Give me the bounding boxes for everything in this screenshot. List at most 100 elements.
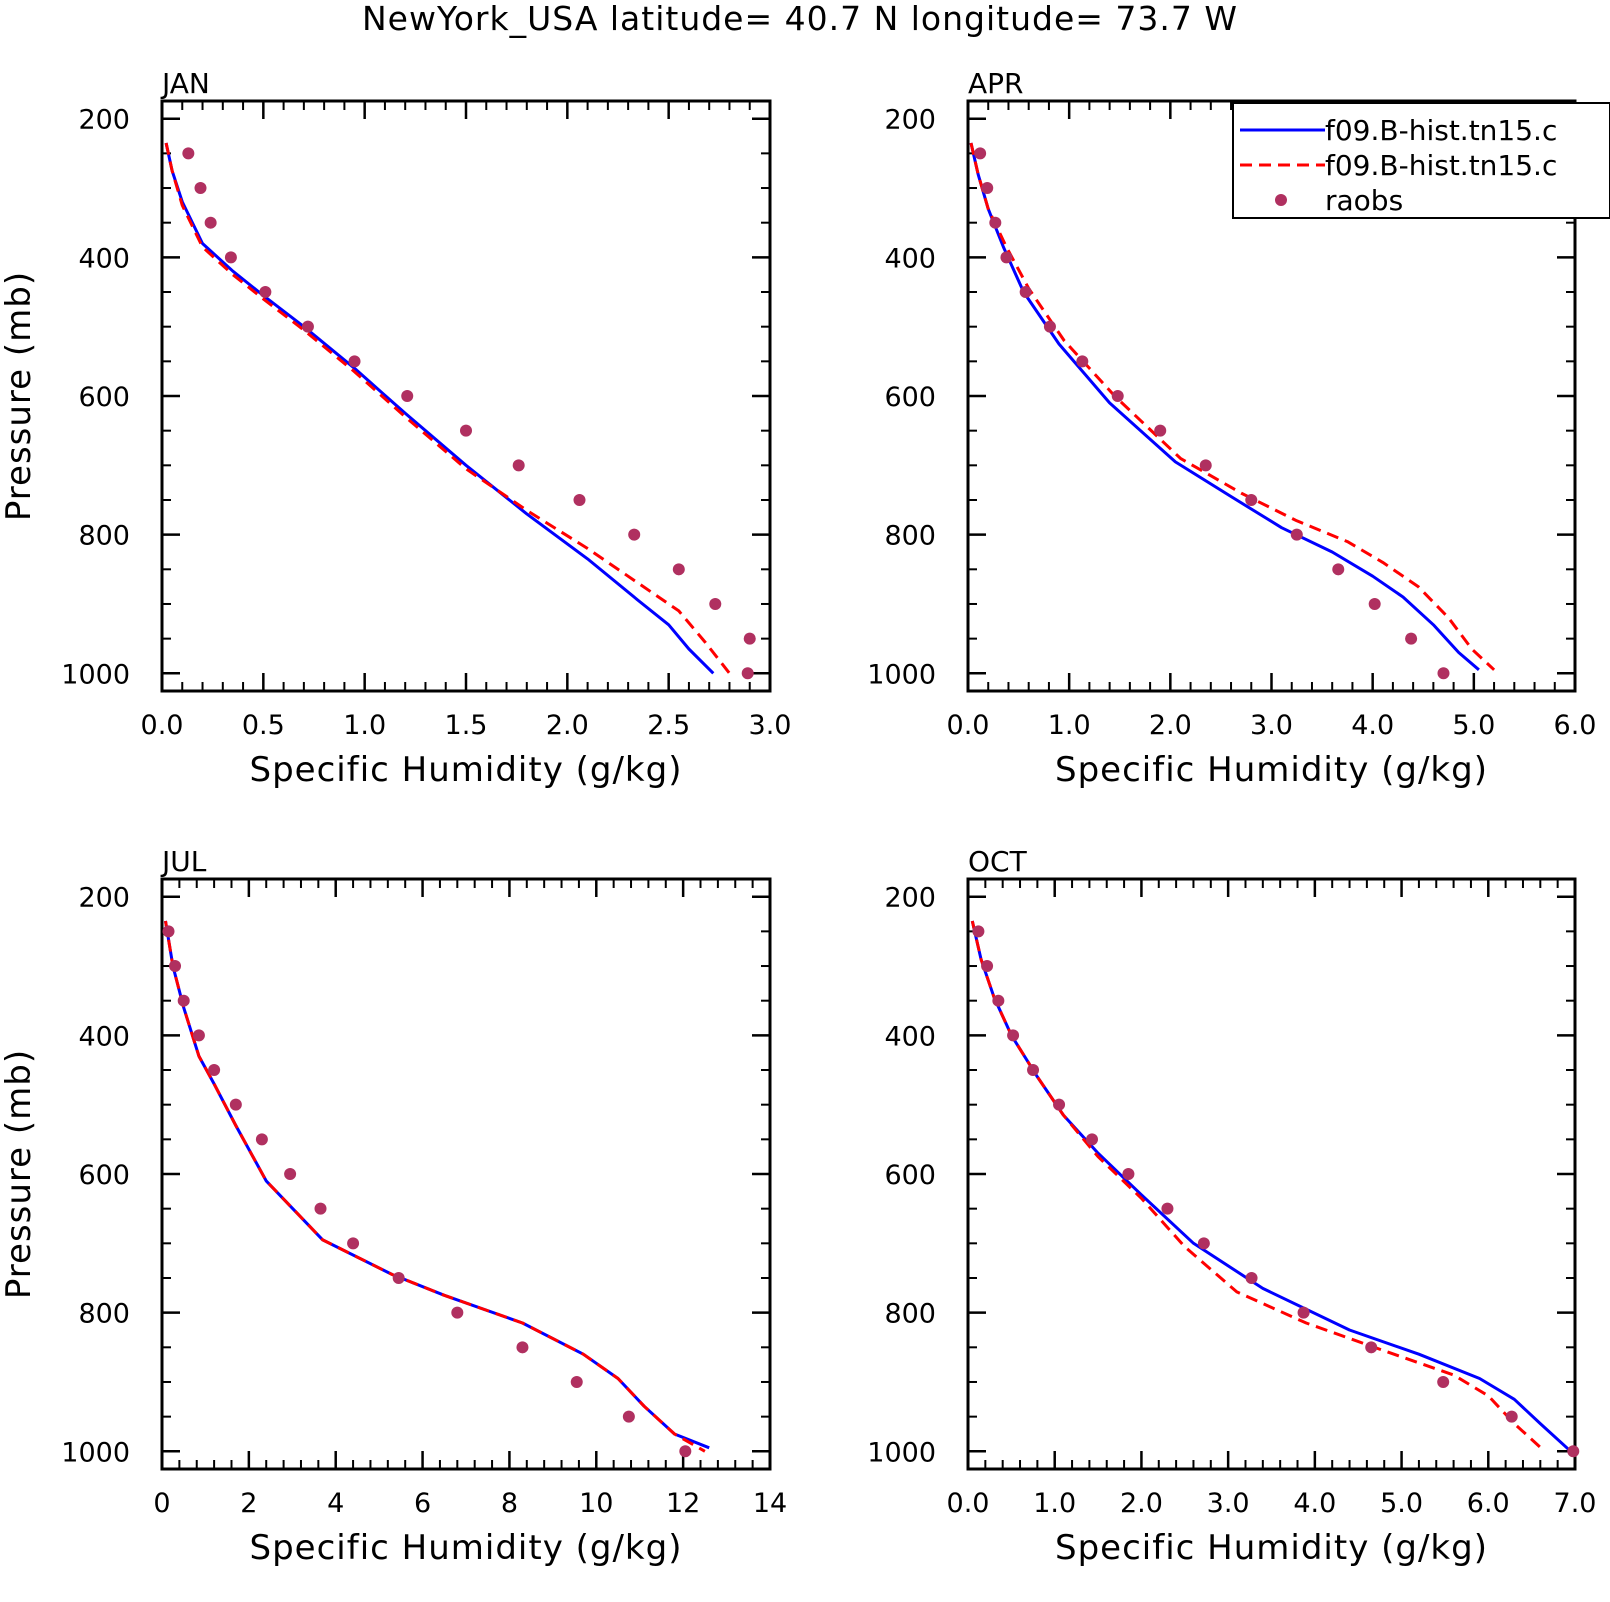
series-line-dashed xyxy=(969,142,1496,671)
panel-jul: JUL 0 2 4 6 8 10 12 14 200 400 600 800 1000 Specific H… xyxy=(0,845,787,1568)
raobs-point xyxy=(301,320,314,333)
raobs-point xyxy=(259,286,272,299)
raobs-point xyxy=(255,1133,268,1146)
raobs-point xyxy=(314,1202,327,1215)
raobs-point xyxy=(1154,424,1167,437)
x-tick-label: 6 xyxy=(414,1488,431,1519)
raobs-point xyxy=(1007,1029,1020,1042)
x-tick-label: 0 xyxy=(153,1488,170,1519)
panel-label: OCT xyxy=(968,845,1028,878)
panel-label: JUL xyxy=(160,845,207,878)
raobs-point xyxy=(224,251,237,264)
x-axis-title: Specific Humidity (g/kg) xyxy=(1055,1528,1488,1568)
raobs-point xyxy=(1019,286,1032,299)
x-tick-label: 2.0 xyxy=(1120,1488,1163,1519)
y-tick-label: 200 xyxy=(884,883,936,914)
y-tick-label: 1000 xyxy=(867,659,936,690)
raobs-point xyxy=(741,667,754,680)
y-tick-label: 800 xyxy=(78,1299,130,1330)
x-tick-label: 6.0 xyxy=(1554,710,1597,741)
x-tick-label: 7.0 xyxy=(1554,1488,1597,1519)
x-tick-label: 3.0 xyxy=(749,710,792,741)
raobs-point xyxy=(1197,1237,1210,1250)
x-tick-label: 2.0 xyxy=(1149,710,1192,741)
panel-oct: OCT 0.0 1.0 2.0 3.0 4.0 5.0 6.0 7.0 200 400 600 800 1… xyxy=(867,845,1596,1568)
x-tick-label: 0.0 xyxy=(947,710,990,741)
figure-title: NewYork_USA latitude= 40.7 N longitude= … xyxy=(362,0,1238,38)
raobs-point xyxy=(1290,528,1303,541)
x-tick-label: 4 xyxy=(327,1488,344,1519)
raobs-point xyxy=(1368,597,1381,610)
y-tick-label: 600 xyxy=(884,382,936,413)
raobs-point xyxy=(573,493,586,506)
x-axis-title: Specific Humidity (g/kg) xyxy=(1055,750,1488,790)
raobs-point xyxy=(284,1168,297,1180)
x-tick-label: 14 xyxy=(753,1488,787,1519)
x-tick-label: 1.0 xyxy=(1033,1488,1076,1519)
raobs-point xyxy=(512,459,525,472)
raobs-point xyxy=(1245,1271,1258,1284)
x-axis-title: Specific Humidity (g/kg) xyxy=(250,1528,683,1568)
raobs-point xyxy=(1000,251,1013,264)
plot-frame xyxy=(160,99,772,693)
legend-label: raobs xyxy=(1325,184,1403,217)
series-line-solid xyxy=(970,920,1572,1453)
y-tick-label: 1000 xyxy=(61,1437,130,1468)
raobs-point xyxy=(392,1271,405,1284)
raobs-point xyxy=(182,147,195,160)
raobs-point xyxy=(1437,667,1450,680)
y-axis-title: Pressure (mb) xyxy=(0,271,39,521)
y-tick-label: 800 xyxy=(78,521,130,552)
raobs-point xyxy=(1505,1410,1518,1423)
raobs-point xyxy=(709,597,722,610)
y-tick-label: 1000 xyxy=(61,659,130,690)
x-tick-label: 5.0 xyxy=(1452,710,1495,741)
y-tick-label: 200 xyxy=(78,883,130,914)
series-line-dashed xyxy=(970,920,1546,1453)
series-line-solid xyxy=(164,142,715,675)
raobs-point xyxy=(1437,1375,1450,1388)
panel-label: APR xyxy=(968,67,1024,100)
raobs-point xyxy=(348,355,361,368)
plot-frame xyxy=(160,877,772,1471)
raobs-point xyxy=(981,960,994,973)
raobs-point xyxy=(162,925,175,938)
raobs-point xyxy=(981,182,994,195)
raobs-point xyxy=(194,182,207,195)
y-tick-label: 400 xyxy=(884,1021,936,1052)
legend-label: f09.B-hist.tn15.c xyxy=(1325,149,1557,182)
raobs-point xyxy=(679,1445,692,1458)
x-tick-label: 8 xyxy=(501,1488,518,1519)
raobs-point xyxy=(516,1341,529,1354)
x-tick-label: 1.5 xyxy=(445,710,488,741)
raobs-point xyxy=(1332,563,1345,576)
panel-label: JAN xyxy=(160,67,210,100)
x-tick-label: 3.0 xyxy=(1250,710,1293,741)
y-tick-label: 600 xyxy=(78,1160,130,1191)
raobs-point xyxy=(989,216,1002,229)
raobs-point xyxy=(1405,632,1418,645)
raobs-point xyxy=(1161,1202,1174,1215)
legend-marker xyxy=(1275,194,1287,206)
raobs-point xyxy=(974,147,987,160)
raobs-point xyxy=(1043,320,1056,333)
panel-jan: JAN 0.0 0.5 1.0 1.5 2.0 2.5 3.0 200 400 600 800 1000… xyxy=(0,67,791,790)
raobs-point xyxy=(570,1375,583,1388)
raobs-point xyxy=(1086,1133,1099,1146)
y-tick-label: 800 xyxy=(884,1299,936,1330)
raobs-point xyxy=(1053,1098,1066,1111)
raobs-point xyxy=(192,1029,205,1042)
raobs-point xyxy=(401,390,414,402)
y-tick-label: 600 xyxy=(884,1160,936,1191)
y-tick-label: 400 xyxy=(78,243,130,274)
y-axis-title: Pressure (mb) xyxy=(0,1049,39,1299)
raobs-point xyxy=(672,563,685,576)
y-tick-label: 800 xyxy=(884,521,936,552)
raobs-point xyxy=(1567,1445,1580,1458)
legend-box xyxy=(1232,102,1610,219)
raobs-point xyxy=(169,960,182,973)
series-line-dashed xyxy=(164,142,731,675)
raobs-point xyxy=(347,1237,360,1250)
